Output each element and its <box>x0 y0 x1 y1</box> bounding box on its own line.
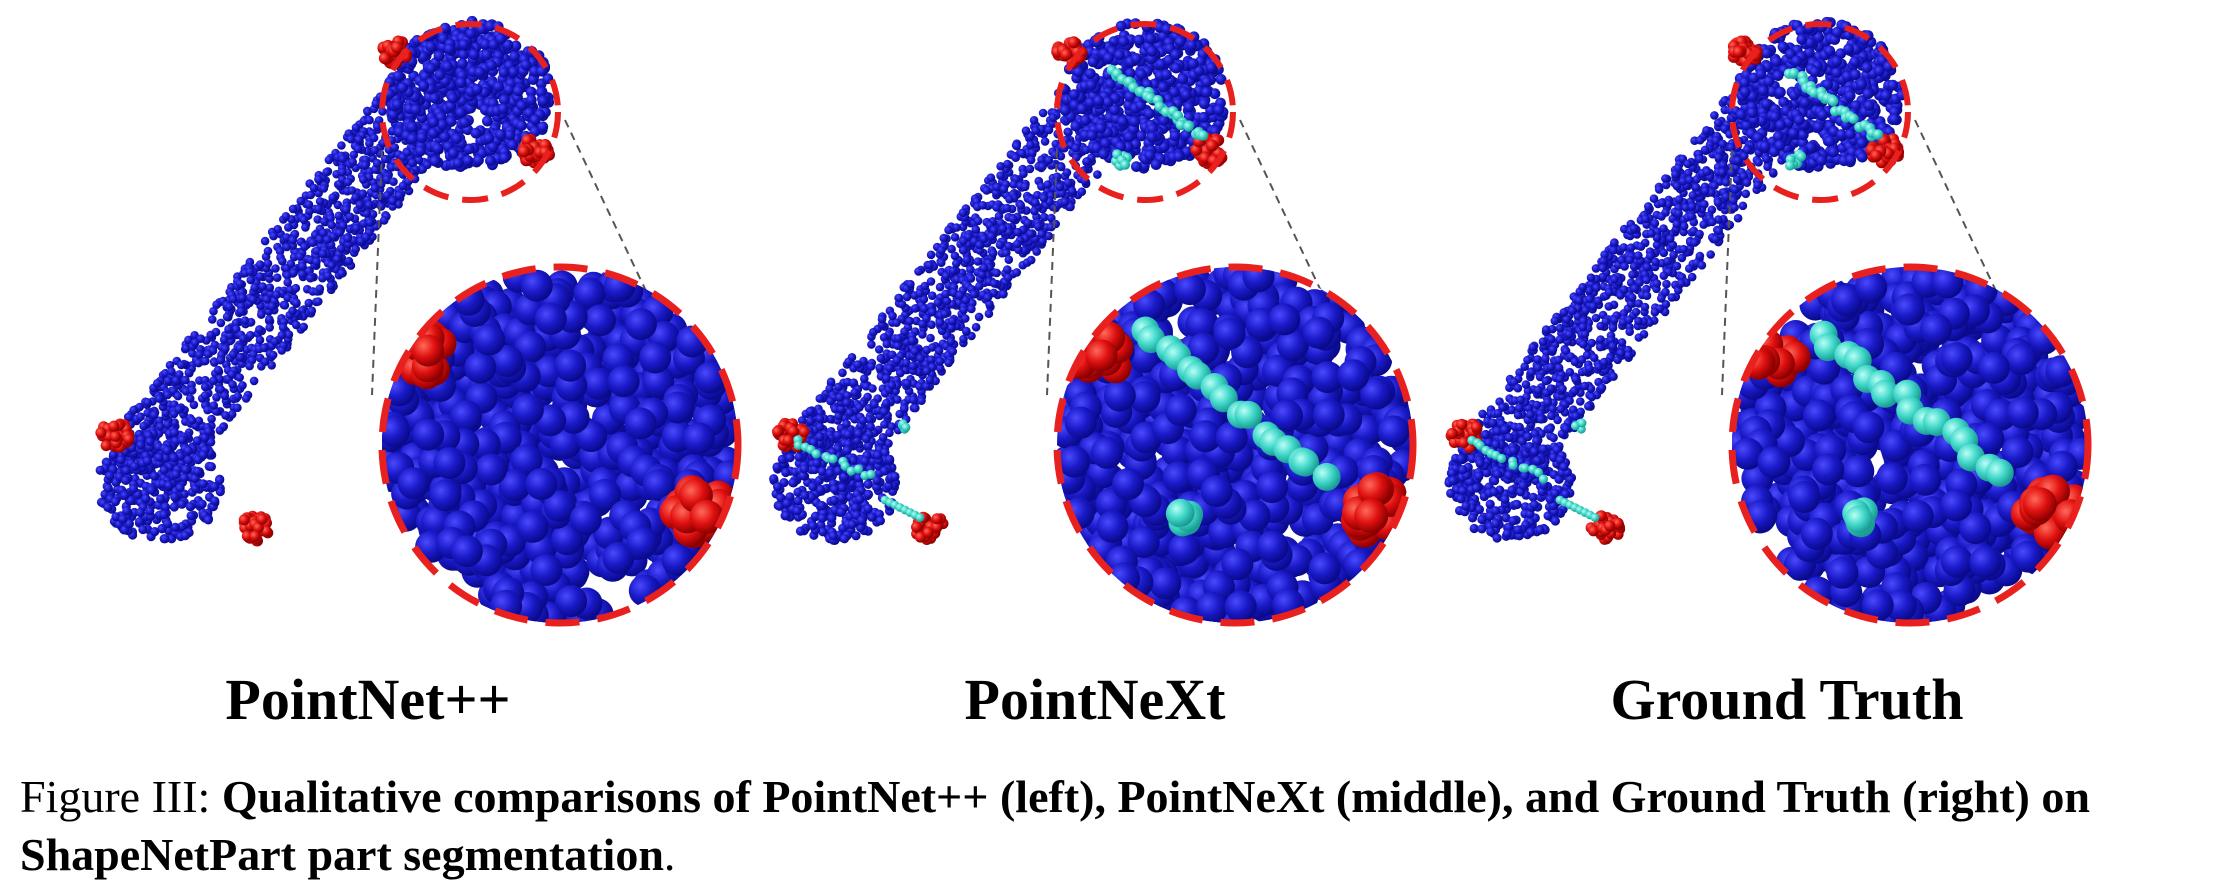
figure-illustration <box>95 15 2092 627</box>
panel-label-ground-truth: Ground Truth <box>1610 667 1964 732</box>
caption-body: Qualitative comparisons of PointNet++ (l… <box>20 771 2090 880</box>
panel-label-pointnext: PointNeXt <box>964 667 1226 732</box>
figure-caption: Figure III: Qualitative comparisons of P… <box>20 768 2200 884</box>
point-cloud-panel-1 <box>769 18 1417 627</box>
point-cloud-panel-0 <box>95 15 742 627</box>
caption-prefix: Figure III: <box>20 771 222 822</box>
panel-label-pointnet2: PointNet++ <box>225 667 511 732</box>
caption-end: . <box>663 829 676 880</box>
point-cloud-panel-2 <box>1444 16 2092 627</box>
